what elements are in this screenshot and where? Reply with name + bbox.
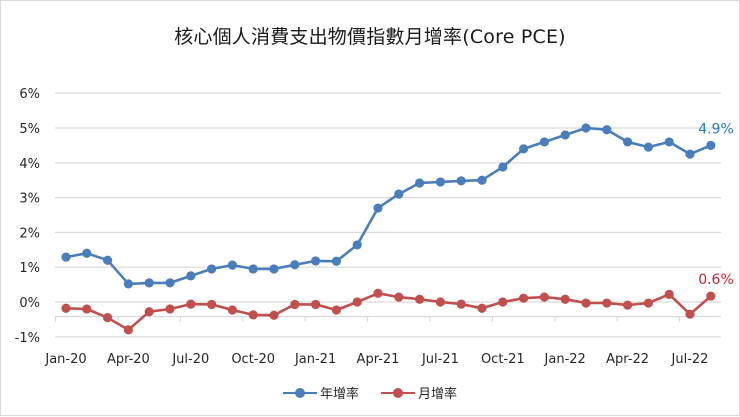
data-point [664,137,674,147]
data-point [352,297,362,307]
data-point [643,298,654,308]
x-tick-label: Apr-22 [606,352,649,367]
x-tick-label: Apr-21 [357,352,400,367]
y-tick-label: 2% [19,226,40,241]
x-tick-label: Jul-21 [421,352,459,367]
data-point [207,264,217,274]
chart-title: 核心個人消費支出物價指數月增率(Core PCE) [174,26,566,48]
data-point [207,299,217,310]
data-point [415,178,425,188]
data-point [394,189,404,199]
y-tick-label: 3% [19,192,40,207]
legend-label-yoy: 年增率 [319,387,359,402]
data-point [623,137,633,147]
mom-end-label: 0.6% [698,272,734,288]
data-point [623,300,633,310]
data-point [539,292,550,302]
data-point [664,289,674,299]
data-point [706,291,716,301]
data-point [186,299,196,309]
mom-line [65,291,712,332]
data-point [498,162,508,172]
data-point [248,310,258,320]
x-tick-label: Jul-22 [671,352,709,367]
x-tick-label: Jul-20 [171,352,209,367]
data-point [560,130,570,140]
data-point [144,307,154,317]
data-point [144,278,154,288]
data-point [477,303,487,313]
data-point [456,176,466,186]
data-point [269,264,279,274]
x-tick-label: Oct-21 [481,352,525,367]
data-point [123,279,133,289]
data-point [331,305,341,315]
data-point [311,256,321,266]
data-point [415,294,425,304]
data-point [61,303,71,313]
data-point [456,299,466,309]
x-tick-label: Oct-20 [231,352,275,367]
data-point [103,255,113,265]
data-point [165,278,175,288]
data-point [103,313,113,323]
data-point [602,125,612,135]
data-point [82,304,92,314]
legend-label-mom: 月增率 [418,387,458,402]
data-point [290,299,300,310]
yoy-end-label: 4.9% [698,121,734,137]
data-point [602,298,612,308]
data-point [248,264,258,274]
legend-item-mom: 月增率 [381,383,457,402]
y-tick-label: -1% [15,331,40,346]
data-point [435,177,445,187]
data-point [519,293,529,303]
data-point [290,260,300,270]
data-point [82,248,92,258]
y-tick-label: 5% [19,122,40,137]
data-point [373,288,383,298]
data-point [581,298,591,308]
data-point [685,149,695,159]
data-point [685,309,695,319]
y-tick-label: 6% [19,87,40,102]
data-point [560,294,570,304]
legend-item-yoy: 年增率 [282,383,359,402]
data-point [269,310,279,320]
data-point [331,256,341,266]
legend-swatch-yoy-icon [282,386,317,400]
data-point [227,305,237,315]
data-point [435,297,445,307]
data-point [643,142,654,152]
data-point [581,123,591,133]
y-tick-label: 4% [19,157,40,172]
x-tick-label: Jan-21 [294,352,336,367]
data-point [186,271,196,281]
data-point [352,240,362,250]
y-tick-label: 1% [19,261,40,276]
x-tick-label: Jan-22 [544,352,586,367]
x-tick-label: Jan-20 [44,352,86,367]
data-point [123,325,133,335]
legend-swatch-mom-icon [381,386,415,400]
data-point [165,304,175,314]
data-point [539,137,550,147]
yoy-line [65,126,712,286]
data-point [311,299,321,310]
data-point [394,292,404,302]
data-point [477,175,487,185]
data-point [227,260,237,270]
data-point [706,140,716,150]
y-tick-label: 0% [19,296,40,311]
data-point [498,297,508,307]
data-point [373,203,383,213]
legend: 年增率 月增率 [0,383,740,402]
x-tick-label: Apr-20 [107,352,150,367]
data-point [519,144,529,154]
data-point [61,252,71,262]
